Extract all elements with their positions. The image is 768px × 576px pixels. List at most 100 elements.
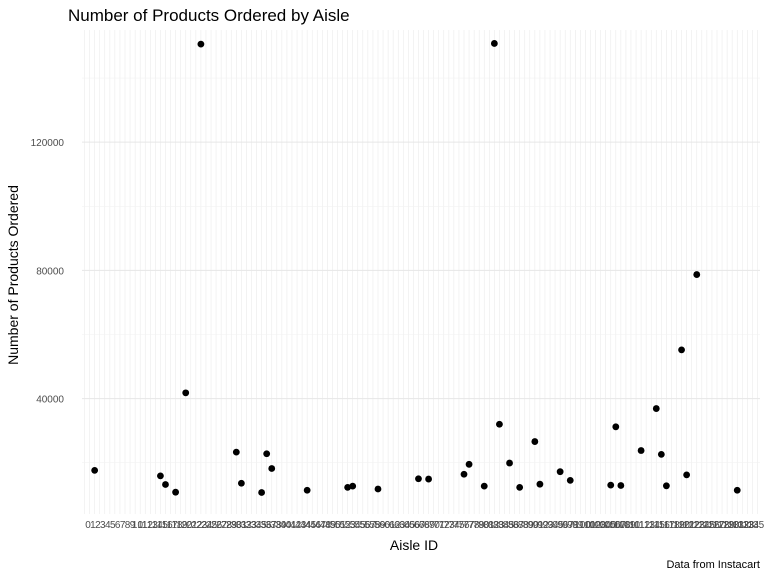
x-tick-label: 67	[414, 520, 426, 531]
x-tick-label: 74	[449, 520, 461, 531]
x-tick-label: 28	[221, 520, 233, 531]
x-tick-label: 2	[95, 520, 101, 531]
x-tick-label: 45	[305, 520, 317, 531]
data-point	[425, 475, 432, 483]
x-tick-label: 43	[295, 520, 307, 531]
x-tick-label: 96	[557, 520, 569, 531]
x-tick-label: 14	[152, 520, 164, 531]
x-tick-label: 26	[211, 520, 223, 531]
x-tick-label: 21	[186, 520, 198, 531]
data-points	[91, 40, 741, 496]
data-point	[662, 482, 670, 490]
data-point	[566, 476, 574, 484]
x-tick-label: 87	[513, 520, 525, 531]
x-tick-label: 50	[330, 520, 342, 531]
x-tick-label: 133	[738, 520, 755, 531]
x-tick-label: 84	[498, 520, 510, 531]
x-tick-label: 4	[105, 520, 111, 531]
x-tick-label: 124	[693, 520, 710, 531]
x-tick-label: 54	[350, 520, 362, 531]
x-tick-label: 63	[394, 520, 406, 531]
x-tick-label: 128	[713, 520, 730, 531]
x-tick-label: 115	[649, 520, 665, 531]
y-tick-label: 80000	[36, 266, 64, 277]
x-tick-label: 61	[384, 520, 396, 531]
x-tick-label: 104	[594, 520, 611, 531]
x-tick-label: 9	[130, 520, 136, 531]
data-point	[637, 447, 645, 454]
data-point	[556, 468, 564, 476]
x-axis-label: Aisle ID	[390, 537, 438, 553]
x-tick-label: 1	[90, 520, 96, 531]
x-tick-label: 73	[444, 520, 456, 531]
data-point	[157, 472, 164, 480]
data-point	[303, 486, 311, 494]
data-point	[506, 459, 513, 467]
x-tick-label: 47	[315, 520, 327, 531]
x-tick-label: 29	[226, 520, 238, 531]
x-tick-label: 34	[251, 520, 263, 531]
x-tick-label: 56	[359, 520, 371, 531]
x-tick-label: 39	[275, 520, 287, 531]
x-tick-label: 111	[630, 520, 646, 531]
x-tick-label: 35	[256, 520, 268, 531]
x-tick-label: 134	[743, 520, 760, 531]
minor-grid	[82, 30, 760, 514]
x-tick-label: 82	[488, 520, 500, 531]
x-tick-label: 98	[567, 520, 579, 531]
x-tick-label: 59	[374, 520, 386, 531]
data-point	[415, 475, 422, 483]
x-tick-label: 75	[453, 520, 465, 531]
data-point	[490, 40, 498, 47]
x-tick-label: 6	[115, 520, 121, 531]
chart-caption: Data from Instacart	[666, 559, 760, 571]
x-tick-label: 16	[162, 520, 174, 531]
data-point	[182, 389, 190, 397]
x-tick-label: 15	[157, 520, 169, 531]
data-point	[612, 423, 620, 431]
x-tick-label: 38	[270, 520, 282, 531]
x-tick-label: 17	[167, 520, 179, 531]
x-tick-label: 83	[493, 520, 505, 531]
data-point	[480, 482, 488, 490]
x-tick-label: 113	[639, 520, 655, 531]
x-tick-label: 100	[574, 520, 591, 531]
x-tick-label: 117	[659, 520, 675, 531]
x-tick-label: 114	[644, 520, 660, 531]
x-tick-label: 125	[698, 520, 715, 531]
data-point	[683, 471, 691, 479]
data-point	[652, 405, 660, 412]
y-axis-tick-labels: 40000 80000 120000	[31, 138, 65, 405]
x-tick-label: 106	[604, 520, 621, 531]
x-tick-label: 103	[589, 520, 606, 531]
x-tick-label: 105	[599, 520, 616, 531]
x-tick-label: 55	[355, 520, 367, 531]
x-tick-label: 7	[120, 520, 126, 531]
x-tick-label: 44	[300, 520, 312, 531]
data-point	[237, 479, 245, 487]
x-tick-label: 31	[236, 520, 248, 531]
x-tick-label: 101	[579, 520, 596, 531]
data-point	[657, 450, 665, 458]
data-point	[91, 467, 99, 474]
x-tick-label: 132	[733, 520, 750, 531]
x-tick-label: 71	[434, 520, 446, 531]
x-tick-label: 72	[439, 520, 451, 531]
x-tick-label: 99	[572, 520, 584, 531]
x-tick-label: 120	[673, 520, 690, 531]
x-tick-label: 95	[552, 520, 564, 531]
data-point	[733, 486, 741, 494]
x-tick-label: 24	[201, 520, 213, 531]
y-axis-label: Number of Products Ordered	[5, 185, 21, 365]
x-tick-label: 119	[669, 520, 685, 531]
x-tick-label: 0	[85, 520, 91, 531]
data-point	[268, 465, 276, 472]
x-tick-label: 92	[538, 520, 550, 531]
x-tick-label: 10	[132, 520, 144, 531]
x-tick-label: 135	[747, 520, 764, 531]
x-tick-label: 64	[399, 520, 411, 531]
data-point	[460, 470, 468, 478]
x-tick-label: 116	[654, 520, 670, 531]
x-tick-label: 86	[508, 520, 520, 531]
